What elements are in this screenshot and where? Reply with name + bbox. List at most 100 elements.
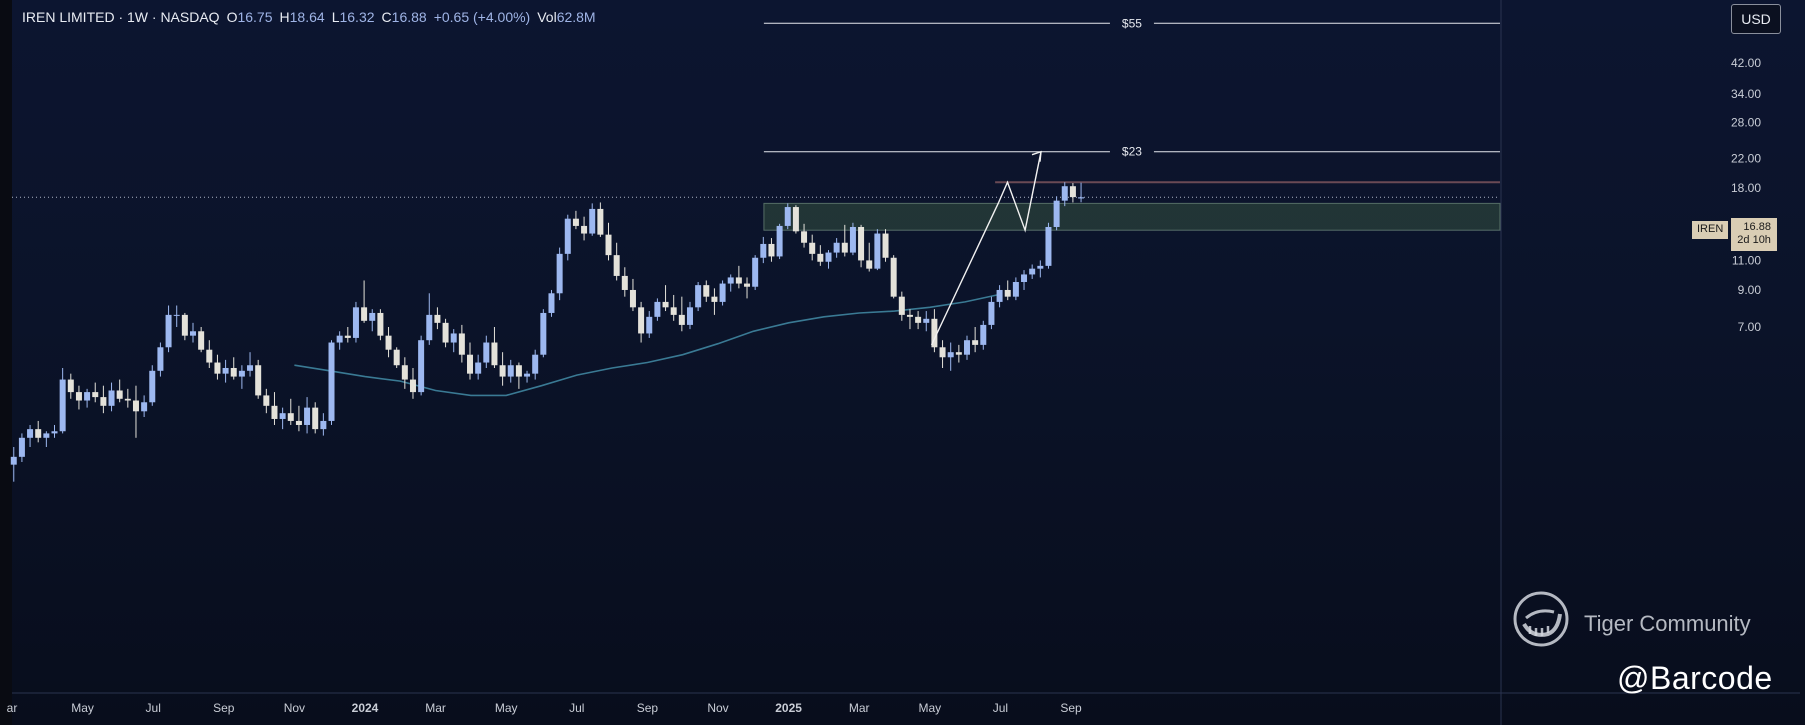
candle	[882, 229, 889, 262]
close-value: 16.88	[391, 9, 427, 25]
candle-body	[947, 352, 954, 358]
candle	[92, 382, 99, 403]
candle-body	[124, 398, 131, 401]
candle-body	[735, 277, 742, 284]
price-tick-label: 18.00	[1731, 181, 1761, 195]
high-label: H	[279, 9, 290, 25]
candle-body	[605, 234, 612, 256]
candle	[214, 354, 221, 380]
candle-body	[475, 362, 482, 374]
candle	[898, 291, 905, 321]
candle-body	[1021, 274, 1028, 283]
candle-body	[768, 243, 775, 257]
price-box: 16.88 2d 10h	[1731, 218, 1777, 251]
candle-body	[59, 379, 66, 432]
candle	[361, 280, 368, 323]
candle-body	[222, 367, 229, 374]
candle-body	[336, 335, 343, 343]
candle	[507, 359, 514, 383]
candle-body	[287, 413, 294, 421]
candle	[646, 311, 653, 338]
candle-body	[703, 285, 710, 297]
candle	[238, 365, 245, 389]
low-value: 16.32	[339, 9, 375, 25]
candle-body	[1029, 268, 1036, 275]
candle-body	[988, 301, 995, 325]
candle-body	[629, 289, 636, 308]
candle	[271, 392, 278, 425]
candle	[157, 342, 164, 377]
candle	[939, 340, 946, 368]
time-tick-label: Sep	[213, 701, 235, 715]
candle-body	[279, 413, 286, 419]
candle-body	[409, 379, 416, 393]
candle	[760, 236, 767, 264]
candle-body	[556, 253, 563, 294]
candle	[467, 342, 474, 380]
candle	[833, 238, 840, 258]
candle	[222, 359, 229, 383]
candle	[230, 357, 237, 380]
level-label: $55	[1122, 16, 1142, 30]
level-label: $23	[1122, 145, 1142, 159]
candle-body	[809, 242, 816, 254]
candle-body	[776, 225, 783, 257]
candle-body	[393, 349, 400, 366]
price-tick-label: 42.00	[1731, 56, 1761, 70]
ticker-tag: IREN	[1692, 221, 1729, 239]
candle	[621, 267, 628, 297]
candle	[418, 335, 425, 396]
candle-body	[499, 365, 506, 377]
projection-path	[997, 151, 1042, 233]
price-badge: IREN 16.88 2d 10h	[1692, 218, 1777, 251]
candle-body	[923, 318, 930, 323]
candle	[906, 309, 913, 330]
candle-body	[116, 390, 123, 399]
candle-body	[727, 277, 734, 284]
candle	[328, 340, 335, 425]
candle-body	[784, 207, 791, 226]
candle-body	[678, 314, 685, 325]
candle-body	[84, 392, 91, 401]
candle	[776, 223, 783, 260]
demand-zone	[763, 202, 1501, 231]
candle	[377, 309, 384, 341]
candle	[255, 359, 262, 399]
candle	[84, 388, 91, 408]
candle-body	[35, 429, 42, 438]
candle-body	[882, 233, 889, 258]
candle-body	[434, 314, 441, 323]
watermark-brand: Tiger Community	[1584, 611, 1751, 636]
candle	[35, 420, 42, 443]
candle	[475, 354, 482, 380]
candle	[458, 324, 465, 363]
candle	[1021, 270, 1028, 290]
candle-body	[238, 370, 245, 377]
candle	[849, 222, 856, 256]
candle-body	[75, 392, 82, 401]
candle	[409, 367, 416, 399]
candle	[711, 288, 718, 315]
candle	[279, 407, 286, 430]
candle	[556, 247, 563, 301]
candle	[198, 327, 205, 353]
price-tick-label: 28.00	[1731, 116, 1761, 130]
candle	[1053, 196, 1060, 231]
time-tick-label: Mar	[425, 701, 446, 715]
candle-body	[760, 243, 767, 258]
currency-button[interactable]: USD	[1731, 4, 1781, 34]
candle	[124, 388, 131, 408]
candle	[312, 402, 319, 434]
candle-body	[426, 314, 433, 341]
candle-body	[344, 335, 351, 338]
candle-body	[328, 342, 335, 421]
candle-body	[385, 335, 392, 350]
high-value: 18.64	[289, 9, 325, 25]
candle-body	[1045, 226, 1052, 266]
candle-body	[915, 316, 922, 323]
candle-body	[972, 340, 979, 345]
tiger-logo-icon	[1513, 591, 1569, 647]
candle	[613, 242, 620, 281]
